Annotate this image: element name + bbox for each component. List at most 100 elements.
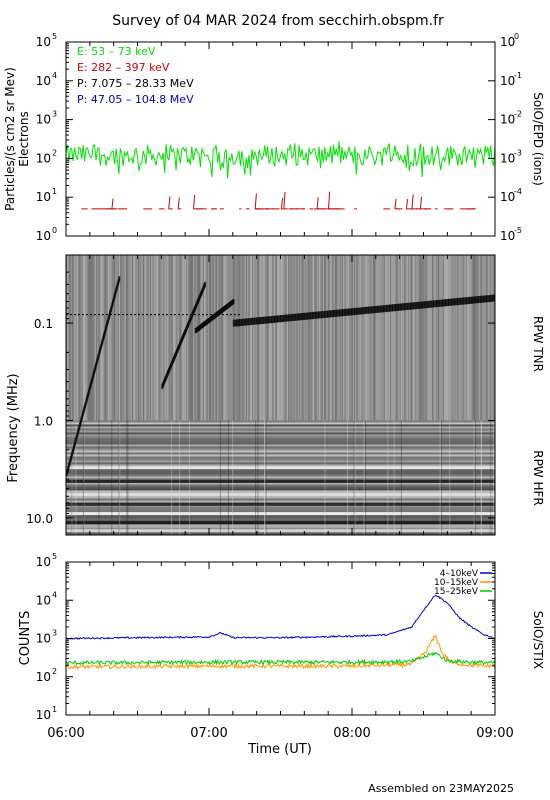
epd-ytick-exp: 4 [52, 71, 57, 80]
tnr-column [128, 255, 129, 420]
tnr-column [379, 255, 380, 420]
tnr-column [427, 255, 428, 420]
tnr-column [167, 255, 168, 420]
epd-panel: 100101102103104105 10010-110-210-310-410-… [3, 32, 545, 243]
tnr-column [362, 255, 363, 420]
epd-spike [317, 197, 318, 209]
tnr-column [115, 255, 116, 420]
time-tick-label: 06:00 [47, 726, 84, 741]
tnr-column [336, 255, 337, 420]
tnr-column [260, 255, 261, 420]
tnr-column [410, 255, 411, 420]
tnr-column [130, 255, 131, 420]
tnr-column [474, 255, 475, 420]
hfr-band [66, 512, 495, 515]
tnr-column [301, 255, 302, 420]
hfr-row [66, 432, 495, 434]
epd-y2tick-label: 10 [500, 190, 515, 204]
tnr-column [307, 255, 308, 420]
hfr-streak [257, 420, 258, 535]
tnr-column [148, 255, 149, 420]
hfr-streak [255, 420, 256, 535]
tnr-column [372, 255, 373, 420]
tnr-column [461, 255, 462, 420]
tnr-column [284, 255, 285, 420]
burst-segment [204, 282, 206, 287]
tnr-column [492, 255, 493, 420]
tnr-column [450, 255, 451, 420]
tnr-column [468, 255, 469, 420]
tnr-column [277, 255, 278, 420]
hfr-streak [394, 420, 395, 535]
tnr-column [246, 255, 247, 420]
tnr-column [311, 255, 312, 420]
tnr-column [220, 255, 221, 420]
tnr-column [317, 255, 318, 420]
epd-spike [328, 192, 329, 209]
tnr-column [221, 255, 222, 420]
stix-ytick-label: 10 [36, 632, 51, 646]
tnr-column [328, 255, 329, 420]
tnr-column [76, 255, 77, 420]
tnr-column [347, 255, 348, 420]
rpw-right-label-tnr: RPW TNR [531, 316, 545, 372]
tnr-column [149, 255, 150, 420]
hfr-row [66, 460, 495, 462]
tnr-column [448, 255, 449, 420]
tnr-column [215, 255, 216, 420]
tnr-column [198, 255, 199, 420]
tnr-column [121, 255, 122, 420]
tnr-column [460, 255, 461, 420]
tnr-column [416, 255, 417, 420]
epd-y2tick-exp: -2 [514, 110, 522, 119]
hfr-band [66, 493, 495, 496]
tnr-column [190, 255, 191, 420]
tnr-column [196, 255, 197, 420]
tnr-column [464, 255, 465, 420]
tnr-column [204, 255, 205, 420]
hfr-row [66, 470, 495, 472]
hfr-row [66, 444, 495, 446]
hfr-streak [441, 420, 442, 535]
tnr-column [209, 255, 210, 420]
tnr-column [122, 255, 123, 420]
tnr-column [233, 255, 234, 420]
tnr-column [364, 255, 365, 420]
tnr-column [397, 255, 398, 420]
tnr-column [358, 255, 359, 420]
tnr-column [71, 255, 72, 420]
tnr-column [326, 255, 327, 420]
epd-y2tick-exp: -1 [514, 71, 522, 80]
tnr-column [290, 255, 291, 420]
tnr-column [222, 255, 223, 420]
tnr-column [106, 255, 107, 420]
tnr-column [485, 255, 486, 420]
time-tick-label: 07:00 [190, 726, 227, 741]
hfr-row [66, 458, 495, 460]
tnr-column [312, 255, 313, 420]
tnr-column [168, 255, 169, 420]
tnr-column [491, 255, 492, 420]
tnr-column [234, 255, 235, 420]
hfr-streak [475, 420, 476, 535]
stix-ytick-exp: 2 [52, 667, 57, 676]
tnr-column [257, 255, 258, 420]
tnr-column [346, 255, 347, 420]
tnr-column [486, 255, 487, 420]
tnr-column [186, 255, 187, 420]
tnr-column [493, 255, 494, 420]
tnr-column [449, 255, 450, 420]
tnr-column [79, 255, 80, 420]
tnr-column [268, 255, 269, 420]
tnr-column [365, 255, 366, 420]
tnr-column [134, 255, 135, 420]
tnr-column [446, 255, 447, 420]
tnr-column [437, 255, 438, 420]
tnr-column [422, 255, 423, 420]
tnr-column [224, 255, 225, 420]
tnr-column [173, 255, 174, 420]
tnr-column [392, 255, 393, 420]
hfr-streak [98, 420, 99, 535]
tnr-column [434, 255, 435, 420]
tnr-column [452, 255, 453, 420]
